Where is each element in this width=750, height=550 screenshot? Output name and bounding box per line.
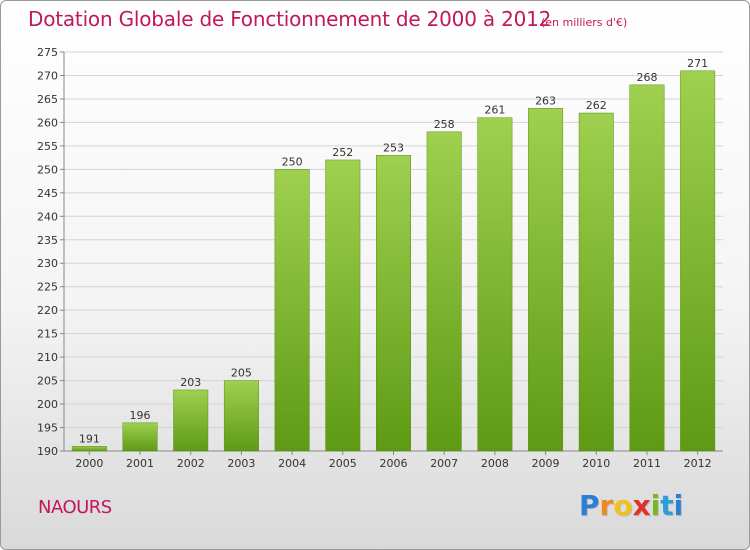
data-label-2007: 258 [434, 118, 455, 131]
data-label-2008: 261 [484, 104, 505, 117]
x-tick-label: 2011 [633, 457, 661, 470]
y-tick-label: 190 [37, 445, 58, 458]
bar-2009[interactable] [528, 108, 564, 452]
y-tick-label: 245 [37, 187, 58, 200]
y-tick-label: 270 [37, 69, 58, 82]
data-labels: 191 196 203 205 250 252 253 258 261 263 262 268 271 [79, 57, 708, 446]
x-tick-label: 2009 [532, 457, 560, 470]
bar-2002[interactable] [173, 389, 209, 452]
commune-name: NAOURS [38, 497, 112, 518]
data-label-2001: 196 [130, 409, 151, 422]
y-tick-label: 255 [37, 140, 58, 153]
y-tick-label: 240 [37, 210, 58, 223]
x-tick-label: 2001 [126, 457, 154, 470]
x-tick-label: 2000 [75, 457, 103, 470]
bar-2007[interactable] [426, 131, 462, 452]
data-label-2006: 253 [383, 141, 404, 154]
x-tick-label: 2004 [278, 457, 306, 470]
y-tick-label: 220 [37, 304, 58, 317]
y-tick-label: 250 [37, 163, 58, 176]
data-label-2010: 262 [586, 99, 607, 112]
x-tick-label: 2006 [380, 457, 408, 470]
bar-2001[interactable] [122, 422, 158, 452]
y-tick-label: 225 [37, 281, 58, 294]
x-tick-label: 2005 [329, 457, 357, 470]
data-label-2000: 191 [79, 432, 100, 445]
bar-2000[interactable] [71, 446, 107, 452]
y-tick-label: 210 [37, 351, 58, 364]
data-label-2011: 268 [636, 71, 657, 84]
x-tick-label: 2003 [227, 457, 255, 470]
bar-2012[interactable] [680, 70, 716, 452]
bar-2006[interactable] [376, 155, 411, 452]
y-tick-label: 230 [37, 257, 58, 270]
bar-2011[interactable] [629, 84, 665, 452]
bar-2010[interactable] [578, 112, 614, 452]
proxiti-logo[interactable]: Proxiti [579, 489, 684, 522]
chart-subtitle: (en milliers d'€) [541, 16, 628, 29]
y-tick-label: 215 [37, 328, 58, 341]
data-label-2003: 205 [231, 367, 252, 380]
data-label-2004: 250 [282, 155, 303, 168]
y-tick-label: 260 [37, 116, 58, 129]
bar-2005[interactable] [325, 159, 361, 452]
bar-2003[interactable] [223, 380, 259, 452]
chart-title: Dotation Globale de Fonctionnement de 20… [28, 7, 552, 31]
y-tick-label: 200 [37, 398, 58, 411]
x-tick-label: 2002 [177, 457, 205, 470]
data-label-2002: 203 [180, 376, 201, 389]
bar-2004[interactable] [274, 169, 310, 452]
x-tick-label: 2007 [430, 457, 458, 470]
data-label-2012: 271 [687, 57, 708, 70]
bar-2008[interactable] [477, 117, 513, 452]
data-label-2009: 263 [535, 94, 556, 107]
y-tick-label: 275 [37, 46, 58, 59]
data-label-2005: 252 [332, 146, 353, 159]
y-tick-label: 195 [37, 422, 58, 435]
x-tick-label: 2012 [684, 457, 712, 470]
y-tick-label: 235 [37, 234, 58, 247]
x-tick-label: 2008 [481, 457, 509, 470]
y-tick-label: 205 [37, 375, 58, 388]
y-tick-label: 265 [37, 93, 58, 106]
bars [71, 70, 716, 452]
x-tick-label: 2010 [582, 457, 610, 470]
